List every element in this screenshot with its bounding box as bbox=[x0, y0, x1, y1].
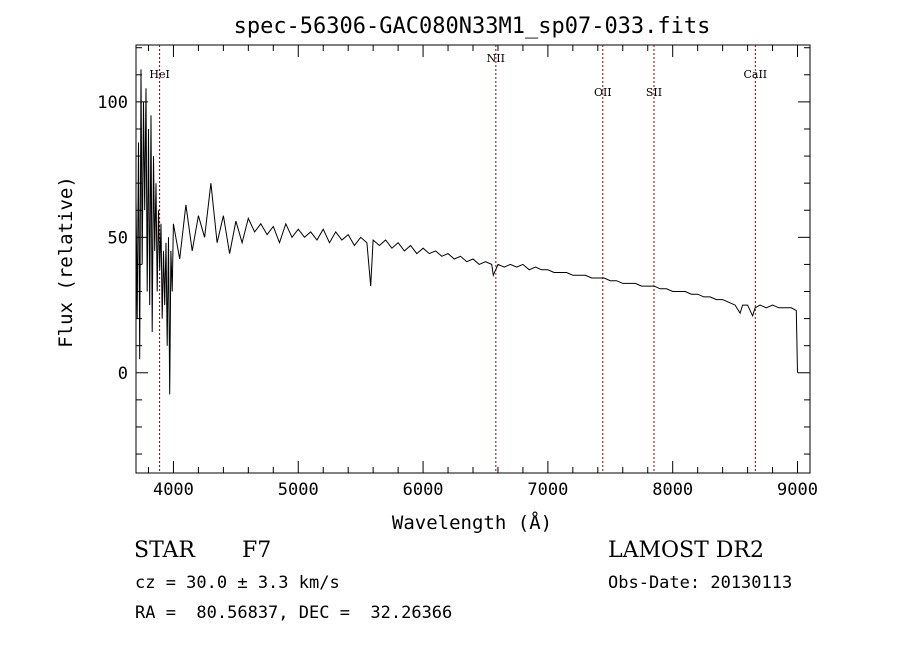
y-tick-label: 0 bbox=[118, 364, 128, 384]
coordinates: RA = 80.56837, DEC = 32.26366 bbox=[135, 603, 453, 623]
line-label-hei: HeI bbox=[149, 68, 169, 81]
spectral-line-markers: HeI NII OII SII CaII bbox=[149, 45, 767, 473]
x-tick-label: 9000 bbox=[777, 480, 818, 500]
line-label-sii: SII bbox=[646, 86, 662, 99]
line-label-nii: NII bbox=[487, 52, 505, 65]
x-tick-label: 5000 bbox=[278, 480, 319, 500]
x-tick-label: 7000 bbox=[527, 480, 568, 500]
x-tick-label: 4000 bbox=[153, 480, 194, 500]
x-tick-label: 8000 bbox=[652, 480, 693, 500]
object-class: STAR bbox=[134, 538, 195, 563]
chart-title: spec-56306-GAC080N33M1_sp07-033.fits bbox=[234, 14, 711, 39]
redshift-readout: cz = 30.0 ± 3.3 km/s bbox=[135, 573, 340, 593]
obs-date: Obs-Date: 20130113 bbox=[608, 573, 793, 593]
y-axis-label: Flux (relative) bbox=[55, 176, 77, 348]
y-tick-label: 100 bbox=[97, 93, 128, 113]
spectrum-line bbox=[135, 69, 798, 395]
line-label-caii: CaII bbox=[743, 68, 767, 81]
y-tick-label: 50 bbox=[108, 228, 128, 248]
line-label-oii: OII bbox=[594, 86, 612, 99]
x-tick-label: 6000 bbox=[403, 480, 444, 500]
survey-label: LAMOST DR2 bbox=[608, 538, 764, 563]
x-axis-label: Wavelength (Å) bbox=[392, 511, 552, 534]
object-subclass: F7 bbox=[242, 538, 272, 563]
axis-ticks: 4000 5000 6000 7000 8000 9000 0 50 100 bbox=[97, 45, 818, 500]
